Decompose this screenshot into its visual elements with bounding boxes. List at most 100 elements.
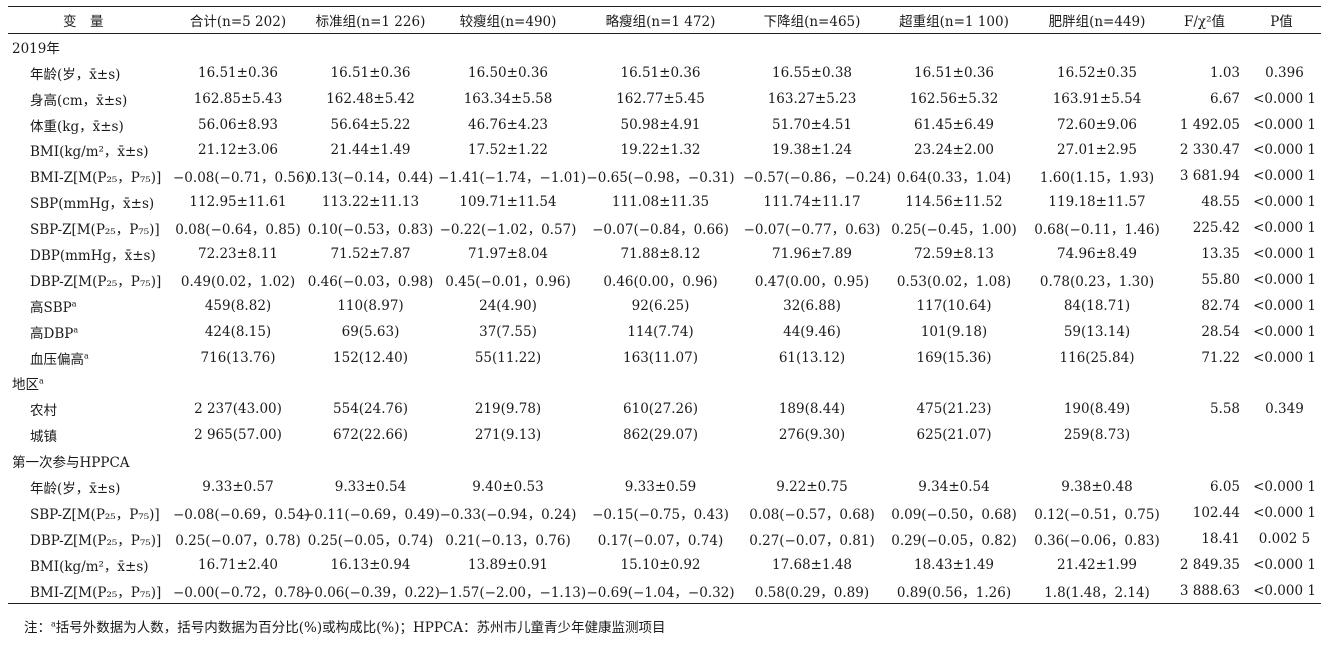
table-cell: 271(9.13) (474, 427, 542, 444)
f-value-cell: 1.03 (1209, 64, 1240, 81)
table-cell: 61.45±6.49 (913, 116, 995, 133)
row-label: SBP-Z[M(P₂₅，P₇₅)] (8, 215, 173, 241)
table-cell: 101(9.18) (920, 323, 988, 340)
table-row: SBP-Z[M(P₂₅，P₇₅)] 0.08(−0.64，0.85) 0.10(−0… (8, 215, 1321, 241)
section-label: 2019年 (8, 33, 1321, 59)
table-cell: −1.57(−2.00，−1.13) (438, 584, 587, 601)
p-value-cell (1242, 422, 1321, 448)
p-value-cell: 0.396 (1265, 64, 1304, 81)
table-cell: 46.76±4.23 (467, 116, 549, 133)
f-value-cell: 3 888.63 (1179, 582, 1240, 599)
header-f-value: F/χ²值 (1183, 13, 1225, 30)
row-label-text: 体重(kg，x̄±s) (30, 118, 124, 135)
table-row: 高SBPa 459(8.82) 110(8.97) 24(4.90) 92(6.25) 3… (8, 293, 1321, 319)
table-cell: 24(4.90) (479, 297, 537, 314)
table-cell: −0.65(−0.98，−0.31) (586, 170, 735, 187)
table-note: 注：a括号外数据为人数，括号内数据为百分比(%)或构成比(%)；HPPCA：苏州… (24, 616, 666, 636)
header-slightly-thin: 略瘦组(n=1 472) (605, 13, 716, 30)
table-cell: −0.57(−0.86，−0.24) (743, 170, 892, 187)
table-cell: 219(9.78) (474, 401, 542, 418)
f-value-cell: 13.35 (1201, 245, 1240, 262)
table-cell: 21.44±1.49 (330, 142, 411, 159)
table-cell: 625(21.07) (916, 427, 992, 444)
table-cell: 119.18±11.57 (1048, 194, 1146, 211)
table-cell: 554(24.76) (333, 401, 408, 418)
table-cell: −0.08(−0.69，0.54) (173, 506, 310, 523)
table-cell: 459(8.82) (204, 297, 272, 314)
table-cell: 163.34±5.58 (463, 90, 553, 107)
row-label-text: 农村 (30, 403, 57, 420)
table-cell: 0.12(−0.51，0.75) (1034, 506, 1160, 523)
f-value-cell: 6.05 (1209, 478, 1240, 495)
table-cell: 0.09(−0.50，0.68) (891, 506, 1017, 523)
table-cell: 9.33±0.57 (202, 478, 274, 495)
table-row: DBP-Z[M(P₂₅，P₇₅)] 0.25(−0.07，0.78) 0.25(−0… (8, 526, 1321, 552)
table-cell: −0.08(−0.71，0.56) (173, 170, 310, 187)
row-label: SBP-Z[M(P₂₅，P₇₅)] (8, 500, 173, 526)
table-cell: 0.78(0.23，1.30) (1039, 273, 1155, 290)
table-cell: 276(9.30) (778, 427, 846, 444)
p-value-cell: <0.000 1 (1253, 116, 1316, 133)
table-cell: 84(18.71) (1063, 297, 1131, 314)
table-row: 城镇 2 965(57.00) 672(22.66) 271(9.13) 862(29.… (8, 422, 1321, 448)
table-cell: 116(25.84) (1059, 349, 1135, 366)
row-label: 年龄(岁，x̄±s) (8, 474, 173, 500)
f-value-cell: 71.22 (1201, 349, 1240, 366)
f-value-cell: 1 492.05 (1179, 116, 1240, 133)
table-cell: 0.08(−0.64，0.85) (175, 222, 301, 239)
table-row: 血压偏高a 716(13.76) 152(12.40) 55(11.22) 163(11… (8, 345, 1321, 371)
header-standard: 标准组(n=1 226) (315, 13, 426, 30)
row-label-text: SBP(mmHg，x̄±s) (30, 196, 155, 213)
table-cell: 163(11.07) (623, 349, 698, 366)
p-value-cell: <0.000 1 (1253, 245, 1316, 262)
row-label-text: 年龄(岁，x̄±s) (30, 480, 121, 497)
table-cell: 0.45(−0.01，0.96) (445, 273, 571, 290)
row-label-text: BMI(kg/m²，x̄±s) (30, 558, 149, 575)
table-cell: 0.13(−0.14，0.44) (307, 170, 434, 187)
table-cell: 0.46(−0.03，0.98) (307, 273, 434, 290)
section-label-text: 2019年 (12, 40, 60, 57)
table-cell: 55(11.22) (474, 349, 542, 366)
table-cell: 17.68±1.48 (771, 556, 853, 573)
header-variable: 变 量 (63, 13, 104, 30)
table-cell: 113.22±11.13 (321, 194, 420, 211)
table-row: 高DBPa 424(8.15) 69(5.63) 37(7.55) 114(7.74) 4… (8, 319, 1321, 345)
table-cell: 112.95±11.61 (189, 194, 287, 211)
table-cell: 0.25(−0.05，0.74) (307, 532, 434, 549)
section-row: 第一次参与HPPCA (8, 448, 1321, 474)
row-label: SBP(mmHg，x̄±s) (8, 189, 173, 215)
table-cell: 117(10.64) (916, 297, 992, 314)
table-cell: −0.33(−0.94，0.24) (439, 506, 577, 523)
label-sup: a (39, 376, 44, 386)
f-value-cell (1167, 422, 1242, 448)
table-cell: 0.27(−0.07，0.81) (749, 532, 875, 549)
table-cell: 259(8.73) (1063, 427, 1131, 444)
table-cell: 0.08(−0.57，0.68) (749, 506, 875, 523)
table-row: SBP-Z[M(P₂₅，P₇₅)] −0.08(−0.69，0.54) −0.11(… (8, 500, 1321, 526)
header-obese: 肥胖组(n=449) (1048, 13, 1146, 30)
table-row: 体重(kg，x̄±s) 56.06±8.93 56.64±5.22 46.76±4.2… (8, 112, 1321, 138)
table-cell: 189(8.44) (778, 401, 846, 418)
table-cell: 0.36(−0.06，0.83) (1034, 532, 1160, 549)
p-value-cell: <0.000 1 (1253, 90, 1316, 107)
header-thinner: 较瘦组(n=490) (459, 13, 557, 30)
table-row: 年龄(岁，x̄±s) 16.51±0.36 16.51±0.36 16.50±0.36… (8, 60, 1321, 86)
f-value-cell: 48.55 (1201, 194, 1240, 211)
table-cell: −0.07(−0.84，0.66) (592, 222, 729, 239)
table-cell: 37(7.55) (479, 323, 537, 340)
table-cell: 0.17(−0.07，0.74) (597, 532, 724, 549)
p-value-cell: <0.000 1 (1253, 194, 1316, 211)
table-cell: 92(6.25) (631, 297, 690, 314)
table-cell: 72.59±8.13 (913, 245, 995, 262)
label-sup: a (84, 351, 89, 361)
f-value-cell: 225.42 (1192, 220, 1240, 237)
header-total: 合计(n=5 202) (189, 13, 287, 30)
p-value-cell: <0.000 1 (1253, 556, 1316, 573)
row-label: 高DBPa (8, 319, 173, 345)
table-cell: 862(29.07) (623, 427, 698, 444)
table-cell: −0.22(−1.02，0.57) (439, 222, 577, 239)
f-value-cell: 55.80 (1201, 271, 1240, 288)
table-cell: 672(22.66) (333, 427, 408, 444)
table-cell: 71.52±7.87 (330, 245, 411, 262)
table-cell: −0.69(−1.04，−0.32) (586, 584, 735, 601)
